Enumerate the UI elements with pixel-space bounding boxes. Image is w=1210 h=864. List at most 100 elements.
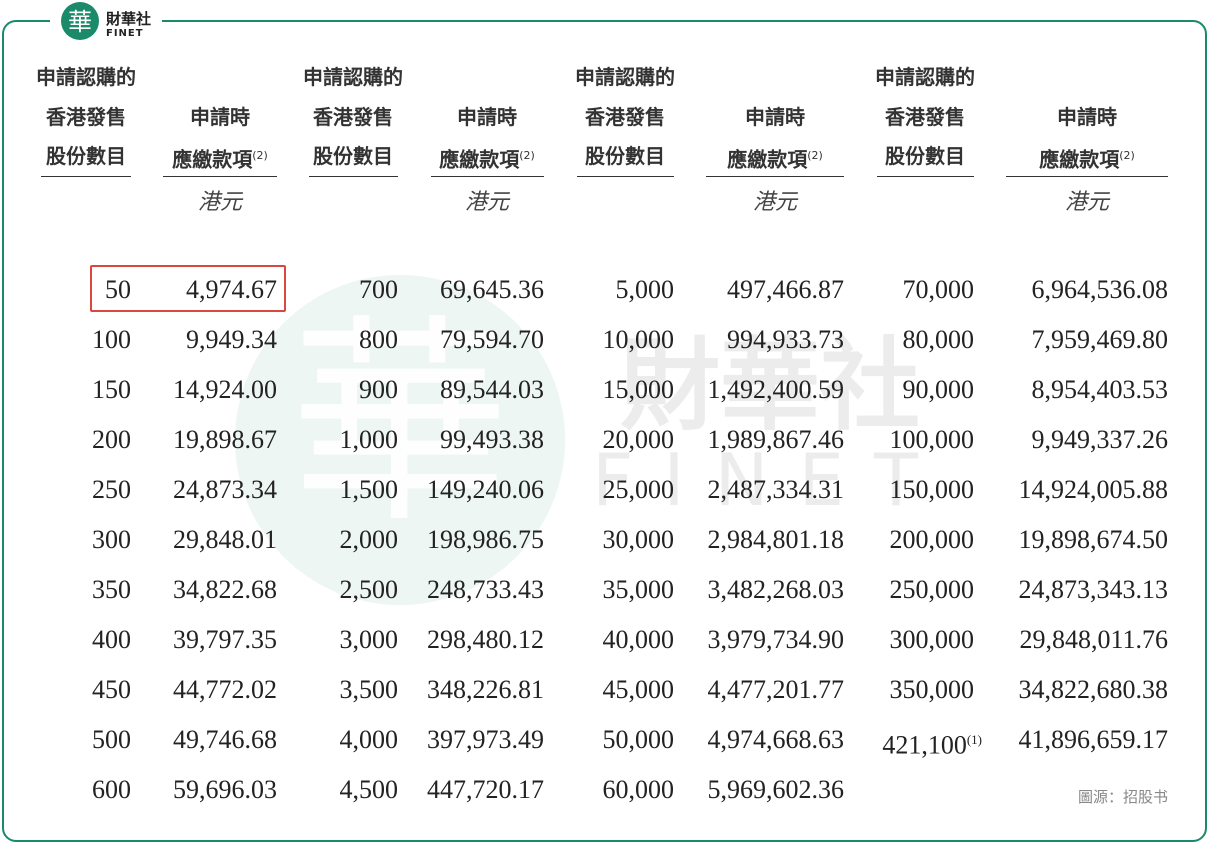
header-note: (2)	[519, 149, 535, 162]
table-cell: 149,240.06	[427, 475, 544, 504]
table-cell: 994,933.73	[727, 325, 844, 354]
column-header: 申請認購的	[36, 62, 136, 92]
table-cell: 15,000	[602, 375, 675, 404]
table-cell: 44,772.02	[173, 675, 277, 704]
header-line: 香港發售	[885, 105, 965, 129]
unit-label: 港元	[197, 190, 243, 215]
column-header: 應繳款項(2)	[1039, 141, 1135, 172]
table-cell: 24,873,343.13	[1018, 575, 1169, 604]
header-line: 股份數目	[46, 144, 126, 168]
column-header: 應繳款項(2)	[172, 141, 268, 172]
table-cell: 69,645.36	[440, 275, 544, 304]
table-cell: 34,822.68	[173, 575, 277, 604]
header-underline	[41, 176, 131, 177]
logo-latin: FINET	[106, 28, 144, 39]
table-cell: 248,733.43	[427, 575, 544, 604]
table-cell: 421,100(1)	[882, 722, 982, 760]
table-cell: 40,000	[602, 625, 675, 654]
table-cell: 397,973.49	[427, 725, 544, 754]
table-cell: 2,984,801.18	[707, 525, 845, 554]
table-cell: 49,746.68	[173, 725, 277, 754]
header-line: 股份數目	[885, 144, 965, 168]
unit-label: 港元	[464, 190, 510, 215]
table-cell: 9,949.34	[186, 325, 277, 354]
table-cell: 8,954,403.53	[1031, 375, 1169, 404]
watermark-latin: FINET	[592, 438, 948, 522]
table-cell: 19,898.67	[173, 425, 277, 454]
table-cell: 29,848,011.76	[1019, 625, 1168, 654]
table-cell: 50,000	[602, 725, 675, 754]
table-cell: 41,896,659.17	[1018, 725, 1169, 754]
header-underline	[877, 176, 974, 177]
table-cell: 19,898,674.50	[1018, 525, 1169, 554]
table-cell: 4,974,668.63	[707, 725, 845, 754]
table-cell: 600	[92, 775, 131, 804]
header-note: (2)	[252, 149, 268, 162]
column-header: 股份數目	[313, 141, 393, 171]
table-cell: 800	[359, 325, 398, 354]
header-line: 香港發售	[585, 105, 665, 129]
highlight-box	[90, 265, 286, 312]
table-cell: 35,000	[602, 575, 675, 604]
table-cell: 3,482,268.03	[707, 575, 845, 604]
table-cell: 348,226.81	[427, 675, 544, 704]
table-cell: 89,544.03	[440, 375, 544, 404]
column-header: 香港發售	[885, 102, 965, 132]
table-cell: 1,500	[339, 475, 399, 504]
table-cell: 45,000	[602, 675, 675, 704]
table-cell: 2,487,334.31	[707, 475, 845, 504]
table-cell: 298,480.12	[427, 625, 544, 654]
table-cell: 100	[92, 325, 131, 354]
table-cell: 1,000	[339, 425, 399, 454]
header-line: 應繳款項	[1039, 147, 1120, 172]
table-cell: 3,979,734.90	[707, 625, 845, 654]
cell-note: (1)	[966, 732, 982, 747]
column-header: 申請時	[745, 102, 805, 132]
header-line: 應繳款項	[727, 147, 808, 172]
table-cell: 80,000	[902, 325, 975, 354]
header-line: 申請時	[457, 105, 517, 129]
table-cell: 20,000	[602, 425, 675, 454]
logo-name: 財華社	[105, 10, 151, 28]
table-cell: 4,477,201.77	[707, 675, 845, 704]
column-header: 香港發售	[585, 102, 665, 132]
table-cell: 497,466.87	[727, 275, 844, 304]
table-cell: 4,500	[339, 775, 399, 804]
table-cell: 2,500	[339, 575, 399, 604]
table-cell: 9,949,337.26	[1031, 425, 1169, 454]
table-cell: 198,986.75	[427, 525, 544, 554]
table-cell: 24,873.34	[173, 475, 277, 504]
table-cell: 447,720.17	[427, 775, 544, 804]
header-line: 股份數目	[585, 144, 665, 168]
header-note: (2)	[1119, 149, 1135, 162]
watermark-circle	[235, 275, 565, 605]
header-line: 應繳款項	[439, 147, 520, 172]
table-cell: 5,969,602.36	[707, 775, 845, 804]
table-cell: 450	[92, 675, 131, 704]
frame	[2, 20, 1207, 842]
column-header: 申請認購的	[575, 62, 675, 92]
column-header: 股份數目	[46, 141, 126, 171]
table-cell: 70,000	[902, 275, 975, 304]
table-cell: 60,000	[602, 775, 675, 804]
table-cell: 7,959,469.80	[1031, 325, 1169, 354]
header-line: 香港發售	[46, 105, 126, 129]
table-cell: 300,000	[889, 625, 975, 654]
header-underline	[706, 176, 844, 177]
header-line: 申請時	[745, 105, 805, 129]
column-header: 香港發售	[46, 102, 126, 132]
table-cell: 350	[92, 575, 131, 604]
watermark-mark: 華	[290, 296, 510, 552]
table-cell: 150,000	[889, 475, 975, 504]
table-cell: 4,974.67	[186, 275, 277, 304]
column-header: 應繳款項(2)	[727, 141, 823, 172]
table-cell: 25,000	[602, 475, 675, 504]
table-cell: 200	[92, 425, 131, 454]
table-cell: 400	[92, 625, 131, 654]
table-cell: 30,000	[602, 525, 675, 554]
header-underline	[163, 176, 277, 177]
table-cell: 59,696.03	[173, 775, 277, 804]
table-cell: 150	[92, 375, 131, 404]
